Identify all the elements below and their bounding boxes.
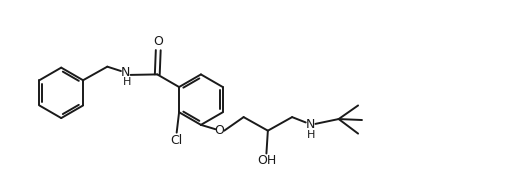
Text: N: N xyxy=(121,66,130,79)
Text: O: O xyxy=(153,35,163,48)
Text: O: O xyxy=(215,124,224,137)
Text: N: N xyxy=(306,118,315,131)
Text: Cl: Cl xyxy=(170,134,183,147)
Text: H: H xyxy=(123,77,131,87)
Text: H: H xyxy=(307,130,315,140)
Text: OH: OH xyxy=(257,154,276,167)
